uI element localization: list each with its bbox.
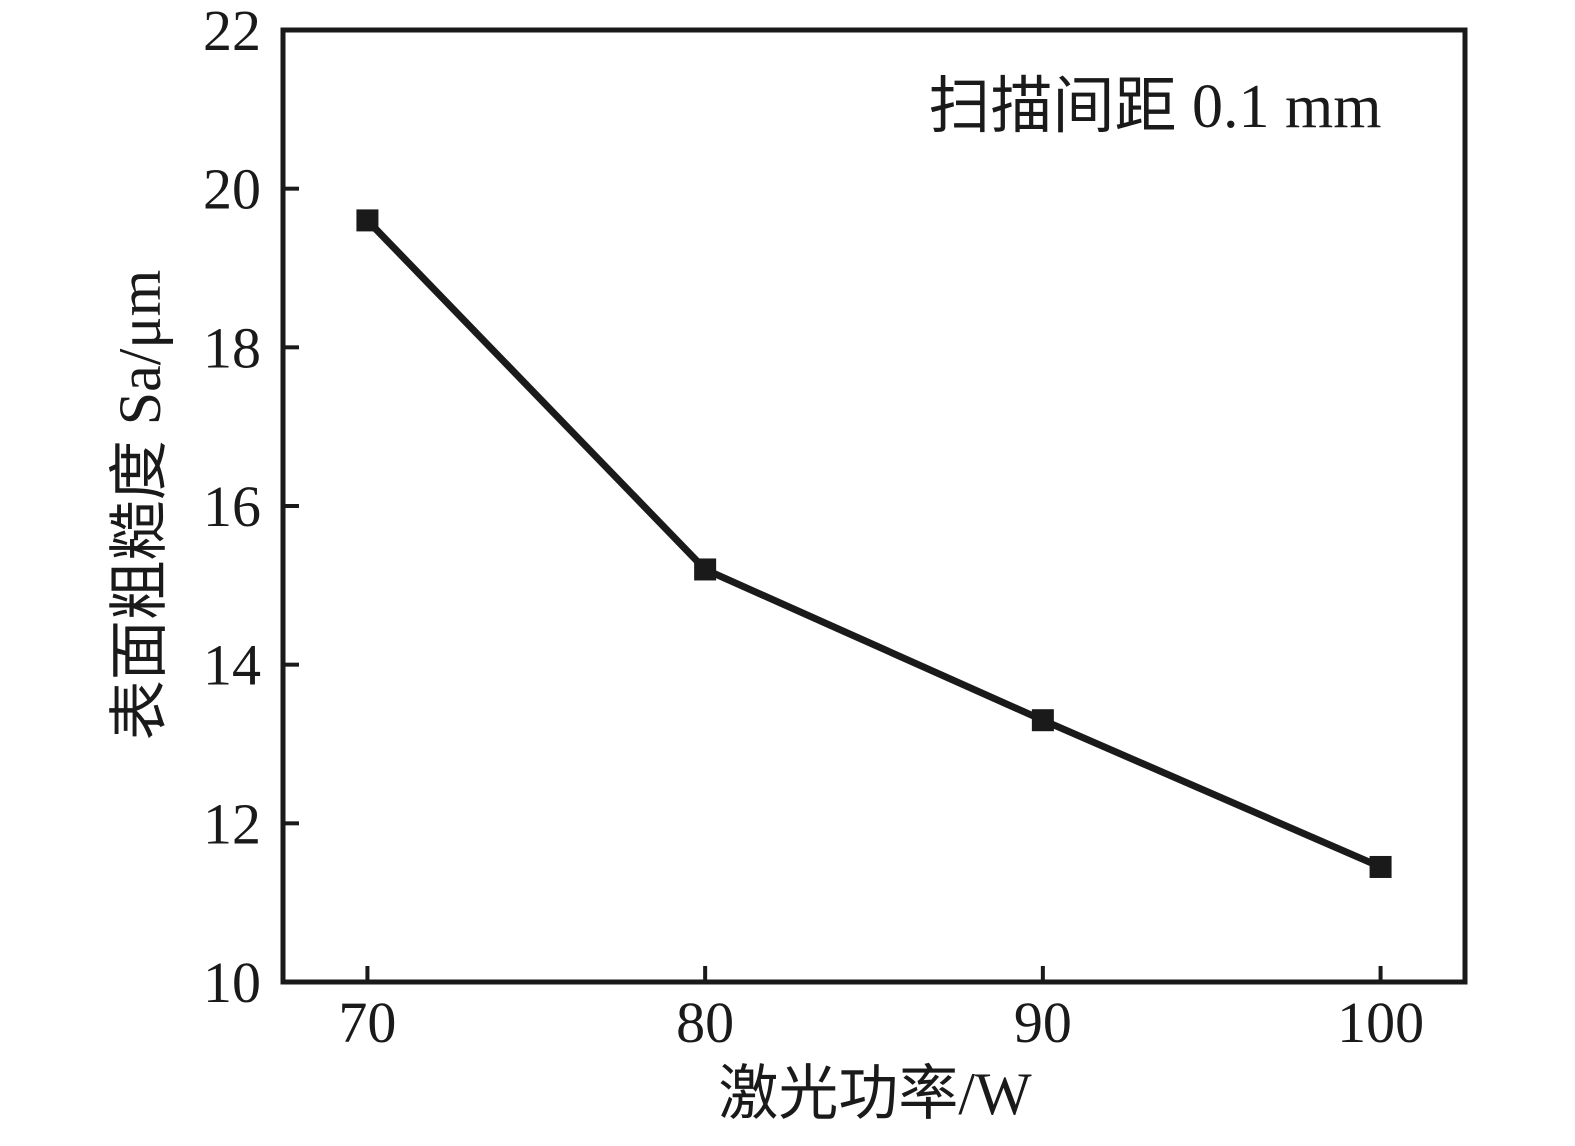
plot-frame — [280, 27, 1468, 985]
x-tick-label: 100 — [1337, 990, 1424, 1055]
x-axis-title: 激光功率/W — [718, 1061, 1032, 1127]
x-tick-label: 90 — [1014, 990, 1072, 1055]
scan-spacing-annotation: 扫描间距 0.1 mm — [928, 73, 1382, 141]
data-point-marker — [1369, 855, 1392, 878]
data-point-marker — [356, 209, 379, 232]
y-tick-label: 22 — [203, 0, 261, 63]
data-line — [364, 217, 1382, 871]
y-tick-label: 18 — [203, 315, 261, 380]
x-tick-label: 80 — [676, 990, 734, 1055]
x-tick-label: 70 — [338, 990, 396, 1055]
y-tick-label: 16 — [203, 474, 261, 539]
y-tick-label: 14 — [203, 633, 261, 698]
y-tick-label: 12 — [203, 791, 261, 856]
data-point-marker — [694, 558, 717, 581]
y-tick-label: 20 — [203, 157, 261, 222]
y-tick-label: 10 — [203, 950, 261, 1015]
y-axis-title: 表面粗糙度 Sa/μm — [107, 269, 173, 741]
data-point-marker — [1031, 709, 1054, 732]
